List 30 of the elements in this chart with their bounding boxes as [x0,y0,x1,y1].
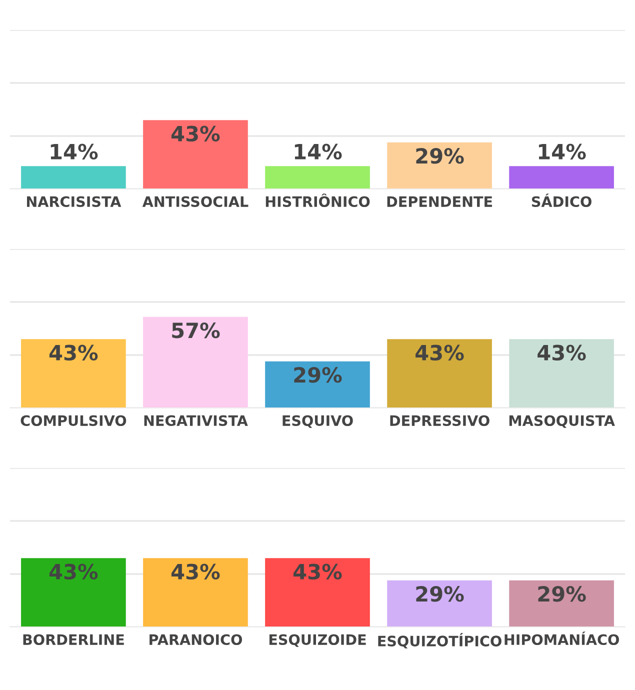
x-tick-label: PARANOICO [150,634,242,646]
data-label: 43% [49,564,98,580]
data-label: 14% [50,144,98,160]
x-tick-label: ANTISSOCIAL [142,196,248,208]
data-label: 43% [294,564,342,580]
x-tick-label: BORDERLINE [23,634,124,646]
x-tick-label: NEGATIVISTA [144,415,248,426]
x-tick-label: HIPOMANÍACO [504,632,619,646]
data-label: 29% [294,367,342,383]
x-tick-label: MASOQUISTA [509,415,615,428]
x-tick-label: HISTRIÔNICO [266,194,370,208]
data-label: 29% [538,586,586,602]
x-tick-label: ESQUIZOIDE [269,634,366,647]
data-label: 43% [538,344,586,361]
data-label: 14% [294,144,342,160]
x-tick-label: NARCISISTA [27,196,122,208]
data-label: 43% [49,344,98,361]
data-label: 29% [416,586,464,602]
data-label: 43% [171,564,220,580]
data-label: 57% [172,322,220,338]
x-tick-label: ESQUIVO [282,415,353,428]
data-label: 14% [538,144,586,160]
data-label: 43% [171,126,220,142]
x-tick-label: COMPULSIVO [20,415,126,426]
x-tick-label: SÁDICO [532,194,592,208]
x-tick-label: ESQUIZOTÍPICO [378,633,502,648]
x-tick-label: DEPRESSIVO [390,415,490,426]
x-tick-label: DEPENDENTE [387,196,492,207]
data-label: 43% [416,344,464,361]
data-label: 29% [416,148,464,164]
